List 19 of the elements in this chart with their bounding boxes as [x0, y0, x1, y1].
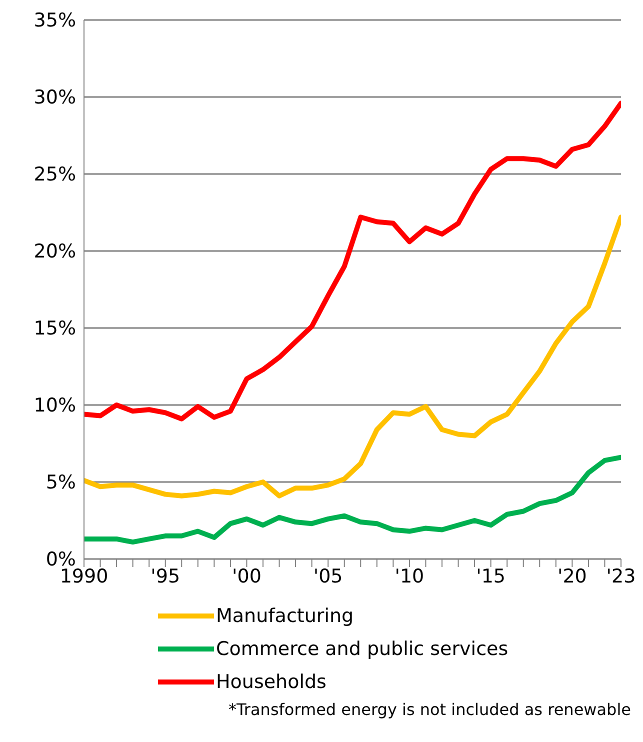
x-tick-label: '05: [313, 565, 343, 588]
y-tick-label: 25%: [34, 164, 76, 186]
y-tick-label: 10%: [34, 394, 76, 417]
y-tick-label: 30%: [34, 86, 76, 109]
x-tick-label: '15: [476, 565, 506, 588]
x-tick-label: '95: [150, 565, 180, 588]
legend-label: Commerce and public services: [216, 638, 508, 660]
y-tick-label: 35%: [34, 10, 76, 32]
x-tick-label: 1990: [60, 565, 108, 588]
legend-label: Manufacturing: [216, 604, 354, 626]
x-tick-label: '23: [606, 565, 636, 588]
x-tick-label: '20: [557, 565, 587, 588]
text: *Transformed energy is not included as renewable: [228, 700, 632, 719]
y-tick-label: 20%: [34, 240, 76, 263]
x-tick-label: '00: [232, 565, 262, 588]
y-tick-label: 15%: [34, 318, 76, 340]
y-tick-label: 5%: [46, 472, 76, 494]
x-tick-label: '10: [394, 565, 424, 588]
legend-label: Households: [216, 670, 326, 692]
